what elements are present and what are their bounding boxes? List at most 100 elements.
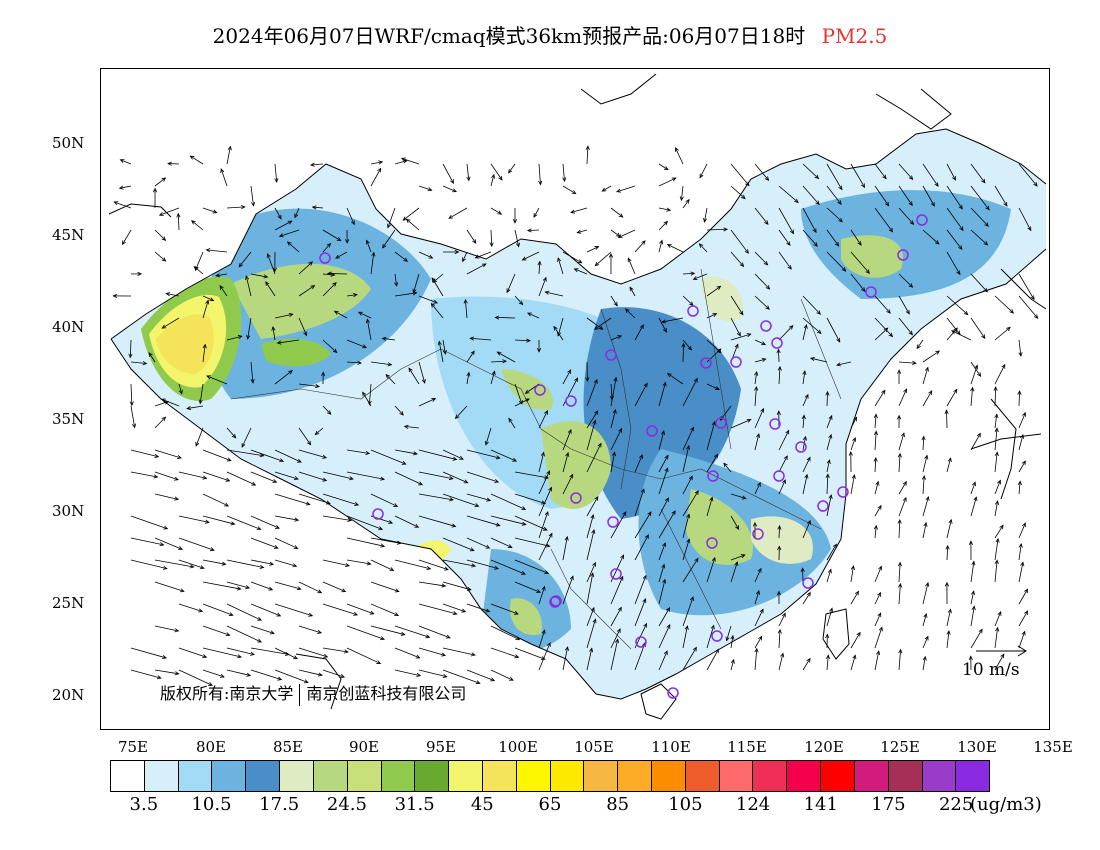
wind-arrow-head xyxy=(856,631,861,637)
wind-arrow xyxy=(610,207,623,218)
wind-arrow-head xyxy=(269,561,275,566)
wind-arrow xyxy=(826,229,839,247)
wind-arrow xyxy=(466,229,477,244)
wind-arrow-head xyxy=(976,432,981,438)
wind-arrow-head xyxy=(809,356,815,361)
wind-arrow-head xyxy=(494,315,500,320)
colorbar-swatch xyxy=(482,761,517,791)
wind-arrow-head xyxy=(303,331,308,337)
wind-arrow xyxy=(206,375,228,385)
wind-arrow xyxy=(970,482,976,495)
wind-arrow xyxy=(538,586,545,605)
wind-arrow xyxy=(442,339,446,355)
lat-tick-50N: 50N xyxy=(52,134,85,152)
lon-tick-80E: 80E xyxy=(195,738,227,756)
wind-arrow-head xyxy=(1022,522,1026,528)
wind-arrow-head xyxy=(956,270,961,276)
wind-arrow-head xyxy=(825,633,830,639)
colorbar-swatch xyxy=(685,761,720,791)
wind-arrow xyxy=(994,428,998,451)
wind-arrow-head xyxy=(1020,561,1025,567)
wind-arrow-head xyxy=(825,473,830,479)
wind-arrow-head xyxy=(215,273,220,278)
wind-arrow-head xyxy=(189,155,195,160)
wind-arrow-head xyxy=(597,442,602,448)
wind-arrow xyxy=(418,398,436,407)
wind-arrow xyxy=(658,221,668,231)
wind-arrow-head xyxy=(489,242,494,248)
wind-arrow-head xyxy=(394,282,399,287)
wind-arrow-head xyxy=(924,454,929,460)
wind-arrow xyxy=(802,207,817,233)
wind-arrow-head xyxy=(734,343,739,349)
wind-arrow-head xyxy=(971,605,976,611)
wind-arrow xyxy=(625,308,636,319)
wind-arrow-head xyxy=(716,285,722,290)
wind-arrow-head xyxy=(1020,433,1025,439)
wind-arrow-head xyxy=(176,212,181,218)
map-panel xyxy=(100,68,1050,730)
colorbar-swatch xyxy=(888,761,923,791)
wind-arrow xyxy=(346,515,383,530)
wind-arrow xyxy=(730,493,746,499)
wind-arrow-head xyxy=(908,175,914,181)
wind-arrow-head xyxy=(897,369,902,374)
wind-arrow-head xyxy=(570,209,576,214)
wind-arrow-head xyxy=(970,590,976,596)
wind-arrow-head xyxy=(415,654,421,659)
wind-arrow xyxy=(898,433,905,451)
wind-arrow-head xyxy=(198,399,203,405)
wind-arrow-head xyxy=(671,177,677,182)
wind-arrow xyxy=(922,367,929,385)
wind-arrow-head xyxy=(491,370,496,376)
wind-arrow xyxy=(346,537,385,547)
wind-arrow xyxy=(850,565,854,583)
wind-arrow xyxy=(432,273,444,283)
wind-arrow xyxy=(946,458,951,473)
wind-arrow xyxy=(898,519,901,539)
wind-arrow-head xyxy=(639,324,644,329)
wind-arrow-head xyxy=(785,429,790,435)
wind-arrow-head xyxy=(764,220,769,225)
wind-arrow-head xyxy=(781,612,786,618)
wind-arrow-head xyxy=(400,157,406,162)
wind-arrow xyxy=(538,470,550,495)
wind-arrow xyxy=(826,207,843,223)
wind-arrow xyxy=(994,327,1011,341)
wind-arrow-head xyxy=(666,607,671,612)
wind-arrow xyxy=(850,251,870,274)
wind-arrow xyxy=(129,339,132,358)
wind-arrow-head xyxy=(433,299,439,304)
wind-arrow-head xyxy=(209,297,215,302)
wind-arrow xyxy=(267,253,276,275)
wind-arrow-head xyxy=(230,521,236,526)
wind-arrow xyxy=(1018,339,1022,357)
wind-arrow xyxy=(538,163,541,185)
colorbar-swatch xyxy=(347,761,382,791)
wind-arrow-head xyxy=(442,673,448,678)
wind-arrow xyxy=(898,185,913,206)
station-marker xyxy=(549,596,561,608)
wind-arrow xyxy=(586,514,594,539)
station-marker xyxy=(802,577,814,589)
wind-arrow-head xyxy=(564,535,569,541)
wind-arrow-head xyxy=(629,286,634,292)
wind-arrow-head xyxy=(897,518,902,524)
wind-arrow-head xyxy=(427,187,433,192)
wind-arrow-head xyxy=(617,234,623,238)
wind-arrow xyxy=(610,383,613,400)
wind-reference-arrow xyxy=(976,645,1027,657)
wind-arrow-head xyxy=(997,479,1002,485)
wind-arrow-head xyxy=(481,263,487,268)
colorbar-swatch xyxy=(415,761,450,791)
wind-arrow-head xyxy=(803,323,808,329)
wind-arrow xyxy=(298,449,327,459)
wind-arrow-head xyxy=(848,450,853,456)
wind-arrow-head xyxy=(544,409,548,415)
wind-arrow xyxy=(322,669,345,678)
wind-arrow xyxy=(802,394,809,407)
wind-arrow-head xyxy=(608,253,614,258)
wind-arrow xyxy=(199,383,204,404)
wind-arrow-head xyxy=(710,624,715,630)
wind-arrow-head xyxy=(618,213,624,218)
